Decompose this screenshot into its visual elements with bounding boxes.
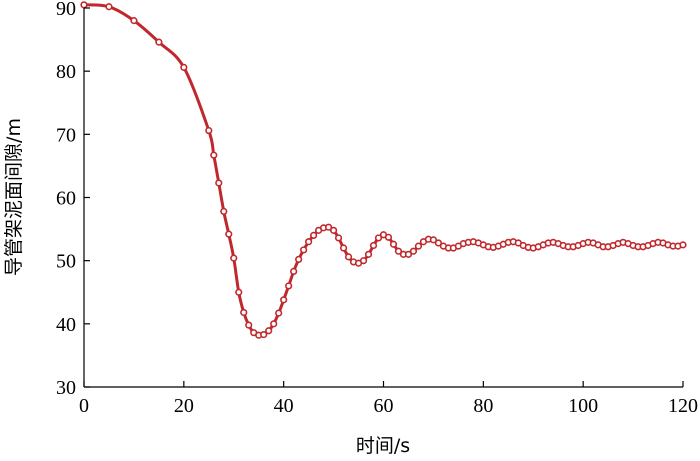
data-point bbox=[130, 17, 138, 25]
x-tick-label: 40 bbox=[274, 395, 294, 417]
data-point bbox=[105, 3, 113, 11]
data-point bbox=[245, 321, 253, 329]
data-point bbox=[359, 257, 368, 265]
data-point bbox=[180, 63, 188, 71]
y-tick-label: 50 bbox=[56, 251, 76, 273]
y-tick-label: 60 bbox=[56, 188, 76, 210]
data-point bbox=[235, 288, 243, 296]
y-ticks: 30 40 50 60 70 80 90 bbox=[56, 0, 90, 399]
data-point bbox=[369, 241, 378, 250]
x-axis-title: 时间/s bbox=[356, 435, 410, 457]
data-point bbox=[310, 231, 318, 239]
data-point bbox=[275, 309, 283, 317]
x-tick-label: 20 bbox=[174, 395, 194, 417]
data-point bbox=[404, 250, 413, 258]
data-point bbox=[280, 296, 288, 304]
data-point bbox=[220, 207, 228, 215]
x-tick-label: 0 bbox=[79, 395, 89, 417]
data-point bbox=[339, 244, 348, 252]
data-point bbox=[364, 250, 373, 258]
data-point bbox=[215, 179, 223, 187]
data-point bbox=[329, 226, 338, 234]
y-tick-label: 90 bbox=[56, 0, 76, 20]
data-point bbox=[230, 254, 238, 262]
x-tick-label: 60 bbox=[374, 395, 394, 417]
data-point bbox=[295, 255, 303, 264]
data-point bbox=[414, 242, 423, 250]
data-point bbox=[225, 230, 233, 238]
x-tick-label: 120 bbox=[668, 395, 698, 417]
data-point bbox=[344, 253, 353, 261]
data-point bbox=[429, 236, 438, 244]
data-point bbox=[240, 308, 248, 317]
data-point bbox=[389, 240, 398, 248]
data-point bbox=[205, 126, 213, 135]
series-line bbox=[83, 3, 684, 337]
data-point bbox=[300, 246, 308, 254]
y-axis-title: 导管架泥面间隙/m bbox=[3, 118, 25, 276]
data-point bbox=[394, 247, 403, 255]
data-point bbox=[290, 267, 298, 276]
data-point bbox=[305, 238, 313, 246]
data-point bbox=[384, 233, 393, 241]
data-point bbox=[679, 241, 687, 249]
data-point bbox=[285, 282, 293, 290]
data-point bbox=[155, 38, 163, 46]
y-tick-label: 40 bbox=[56, 314, 76, 336]
plot-area bbox=[80, 1, 687, 339]
data-point bbox=[80, 1, 88, 9]
y-tick-label: 70 bbox=[56, 124, 76, 146]
data-point bbox=[210, 151, 218, 159]
x-tick-label: 100 bbox=[568, 395, 598, 417]
data-point bbox=[434, 239, 443, 247]
data-point bbox=[374, 234, 383, 242]
x-ticks: 0 20 40 60 80 100 120 bbox=[79, 381, 698, 417]
x-tick-label: 80 bbox=[473, 395, 493, 417]
data-point bbox=[409, 247, 418, 255]
data-point bbox=[334, 234, 343, 242]
data-point bbox=[265, 327, 273, 335]
y-tick-label: 80 bbox=[56, 61, 76, 83]
data-point bbox=[260, 330, 268, 339]
data-point bbox=[270, 320, 278, 328]
data-point bbox=[324, 223, 333, 231]
y-tick-label: 30 bbox=[56, 377, 76, 399]
